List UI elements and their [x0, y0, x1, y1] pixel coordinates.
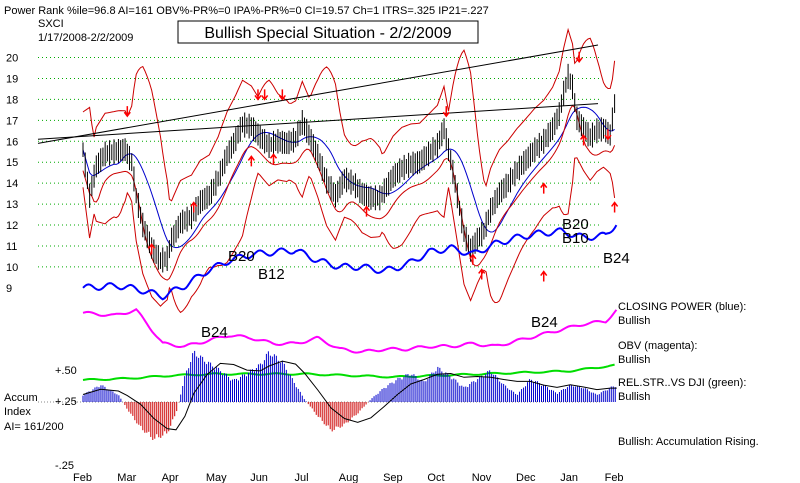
x-tick-jul-5: Jul [295, 472, 309, 483]
y-tick-12: 12 [6, 220, 18, 232]
title-box [177, 20, 479, 44]
x-tick-aug-6: Aug [339, 472, 359, 483]
legend-obv-status: Bullish [618, 354, 650, 366]
x-tick-jun-4: Jun [250, 472, 268, 483]
x-tick-jan-11: Jan [560, 472, 578, 483]
x-tick-apr-2: Apr [162, 472, 179, 483]
legend-closing-power-status: Bullish [618, 315, 650, 327]
sell-arrow-icon [575, 51, 583, 63]
accum-tick-plus50: +.50 [55, 365, 77, 377]
buy-arrow-icon [540, 270, 548, 282]
x-tick-sep-7: Sep [383, 472, 403, 483]
annotation-b24-cp: B24 [603, 250, 630, 267]
y-tick-18: 18 [6, 94, 18, 106]
x-tick-feb-12: Feb [605, 472, 624, 483]
obv-line [82, 307, 618, 354]
accum-title: Accum [4, 392, 38, 404]
y-tick-10: 10 [6, 262, 18, 274]
legend-rel-str-status: Bullish [618, 391, 650, 403]
summary-text: Bullish: Accumulation Rising. [618, 436, 759, 448]
buy-arrow-icon [247, 155, 255, 167]
sell-arrow-icon [261, 89, 269, 101]
annotation-b24-right: B24 [531, 314, 558, 331]
signal-arrows [123, 51, 619, 282]
date-range-label: 1/17/2008-2/2/2009 [38, 32, 133, 44]
ticker-label: SXCI [38, 18, 64, 30]
y-axis-ticks: 9 10 11 12 13 14 15 16 17 18 19 20 [6, 53, 18, 295]
buy-arrow-icon [579, 134, 588, 146]
accum-ma-line [82, 360, 617, 431]
buy-arrow-icon [540, 182, 548, 194]
sell-arrow-icon [254, 89, 262, 101]
x-tick-feb-0: Feb [73, 472, 92, 483]
annotation-b20-right: B20 [562, 216, 589, 233]
accum-tick-plus25: +.25 [55, 396, 77, 408]
sell-arrow-icon [278, 89, 286, 101]
x-tick-mar-1: Mar [117, 472, 136, 483]
x-tick-dec-10: Dec [516, 472, 536, 483]
buy-arrow-icon [469, 253, 477, 265]
x-tick-oct-8: Oct [427, 472, 444, 483]
buy-arrow-icon [269, 153, 278, 165]
y-tick-16: 16 [6, 136, 18, 148]
annotation-b10: B10 [562, 230, 589, 247]
annotation-b12: B12 [258, 266, 285, 283]
closing-power-line [82, 224, 618, 301]
y-tick-19: 19 [6, 73, 18, 85]
x-axis-ticks: Feb Mar Apr May Jun Jul Aug Sep Oct Nov Dec Jan Feb [73, 472, 624, 483]
sell-arrow-icon [442, 106, 450, 118]
sell-arrow-icon [123, 106, 131, 118]
legend-closing-power: CLOSING POWER (blue): [618, 301, 746, 313]
annotation-b24-left: B24 [201, 324, 228, 341]
indicator-lines [82, 224, 618, 382]
y-tick-20: 20 [6, 53, 18, 65]
price-bars [82, 63, 616, 273]
y-tick-15: 15 [6, 157, 18, 169]
upper-band-line [82, 27, 616, 202]
buy-arrow-icon [190, 201, 198, 213]
annotation-b20-left: B20 [228, 248, 255, 265]
accum-subtitle: Index [4, 406, 31, 418]
y-tick-17: 17 [6, 115, 18, 127]
legend-rel-str: REL.STR..VS DJI (green): [618, 377, 746, 389]
legend-obv: OBV (magenta): [618, 340, 697, 352]
lower-trendline [37, 103, 599, 140]
stats-header: Power Rank %ile=96.8 AI=161 OBV%-PR%=0 I… [4, 5, 489, 17]
buy-arrow-icon [148, 243, 156, 255]
y-tick-13: 13 [6, 199, 18, 211]
y-tick-9: 9 [6, 283, 12, 295]
accum-tick-minus25: -.25 [55, 460, 74, 472]
buy-arrow-icon [478, 268, 486, 280]
x-tick-nov-9: Nov [472, 472, 492, 483]
y-tick-14: 14 [6, 178, 18, 190]
trend-lines [37, 44, 599, 144]
accum-histogram [82, 350, 617, 440]
buy-arrow-icon [362, 205, 371, 217]
upper-trendline [37, 44, 599, 144]
sell-arrow-icon [604, 129, 612, 141]
buy-arrow-icon [611, 201, 619, 213]
inner-band-line [82, 104, 616, 281]
chart-title: Bullish Special Situation - 2/2/2009 [204, 25, 451, 42]
y-tick-11: 11 [6, 241, 17, 253]
rel-str-line [82, 363, 615, 382]
x-tick-may-3: May [206, 472, 227, 483]
accum-value: AI= 161/200 [4, 421, 64, 433]
